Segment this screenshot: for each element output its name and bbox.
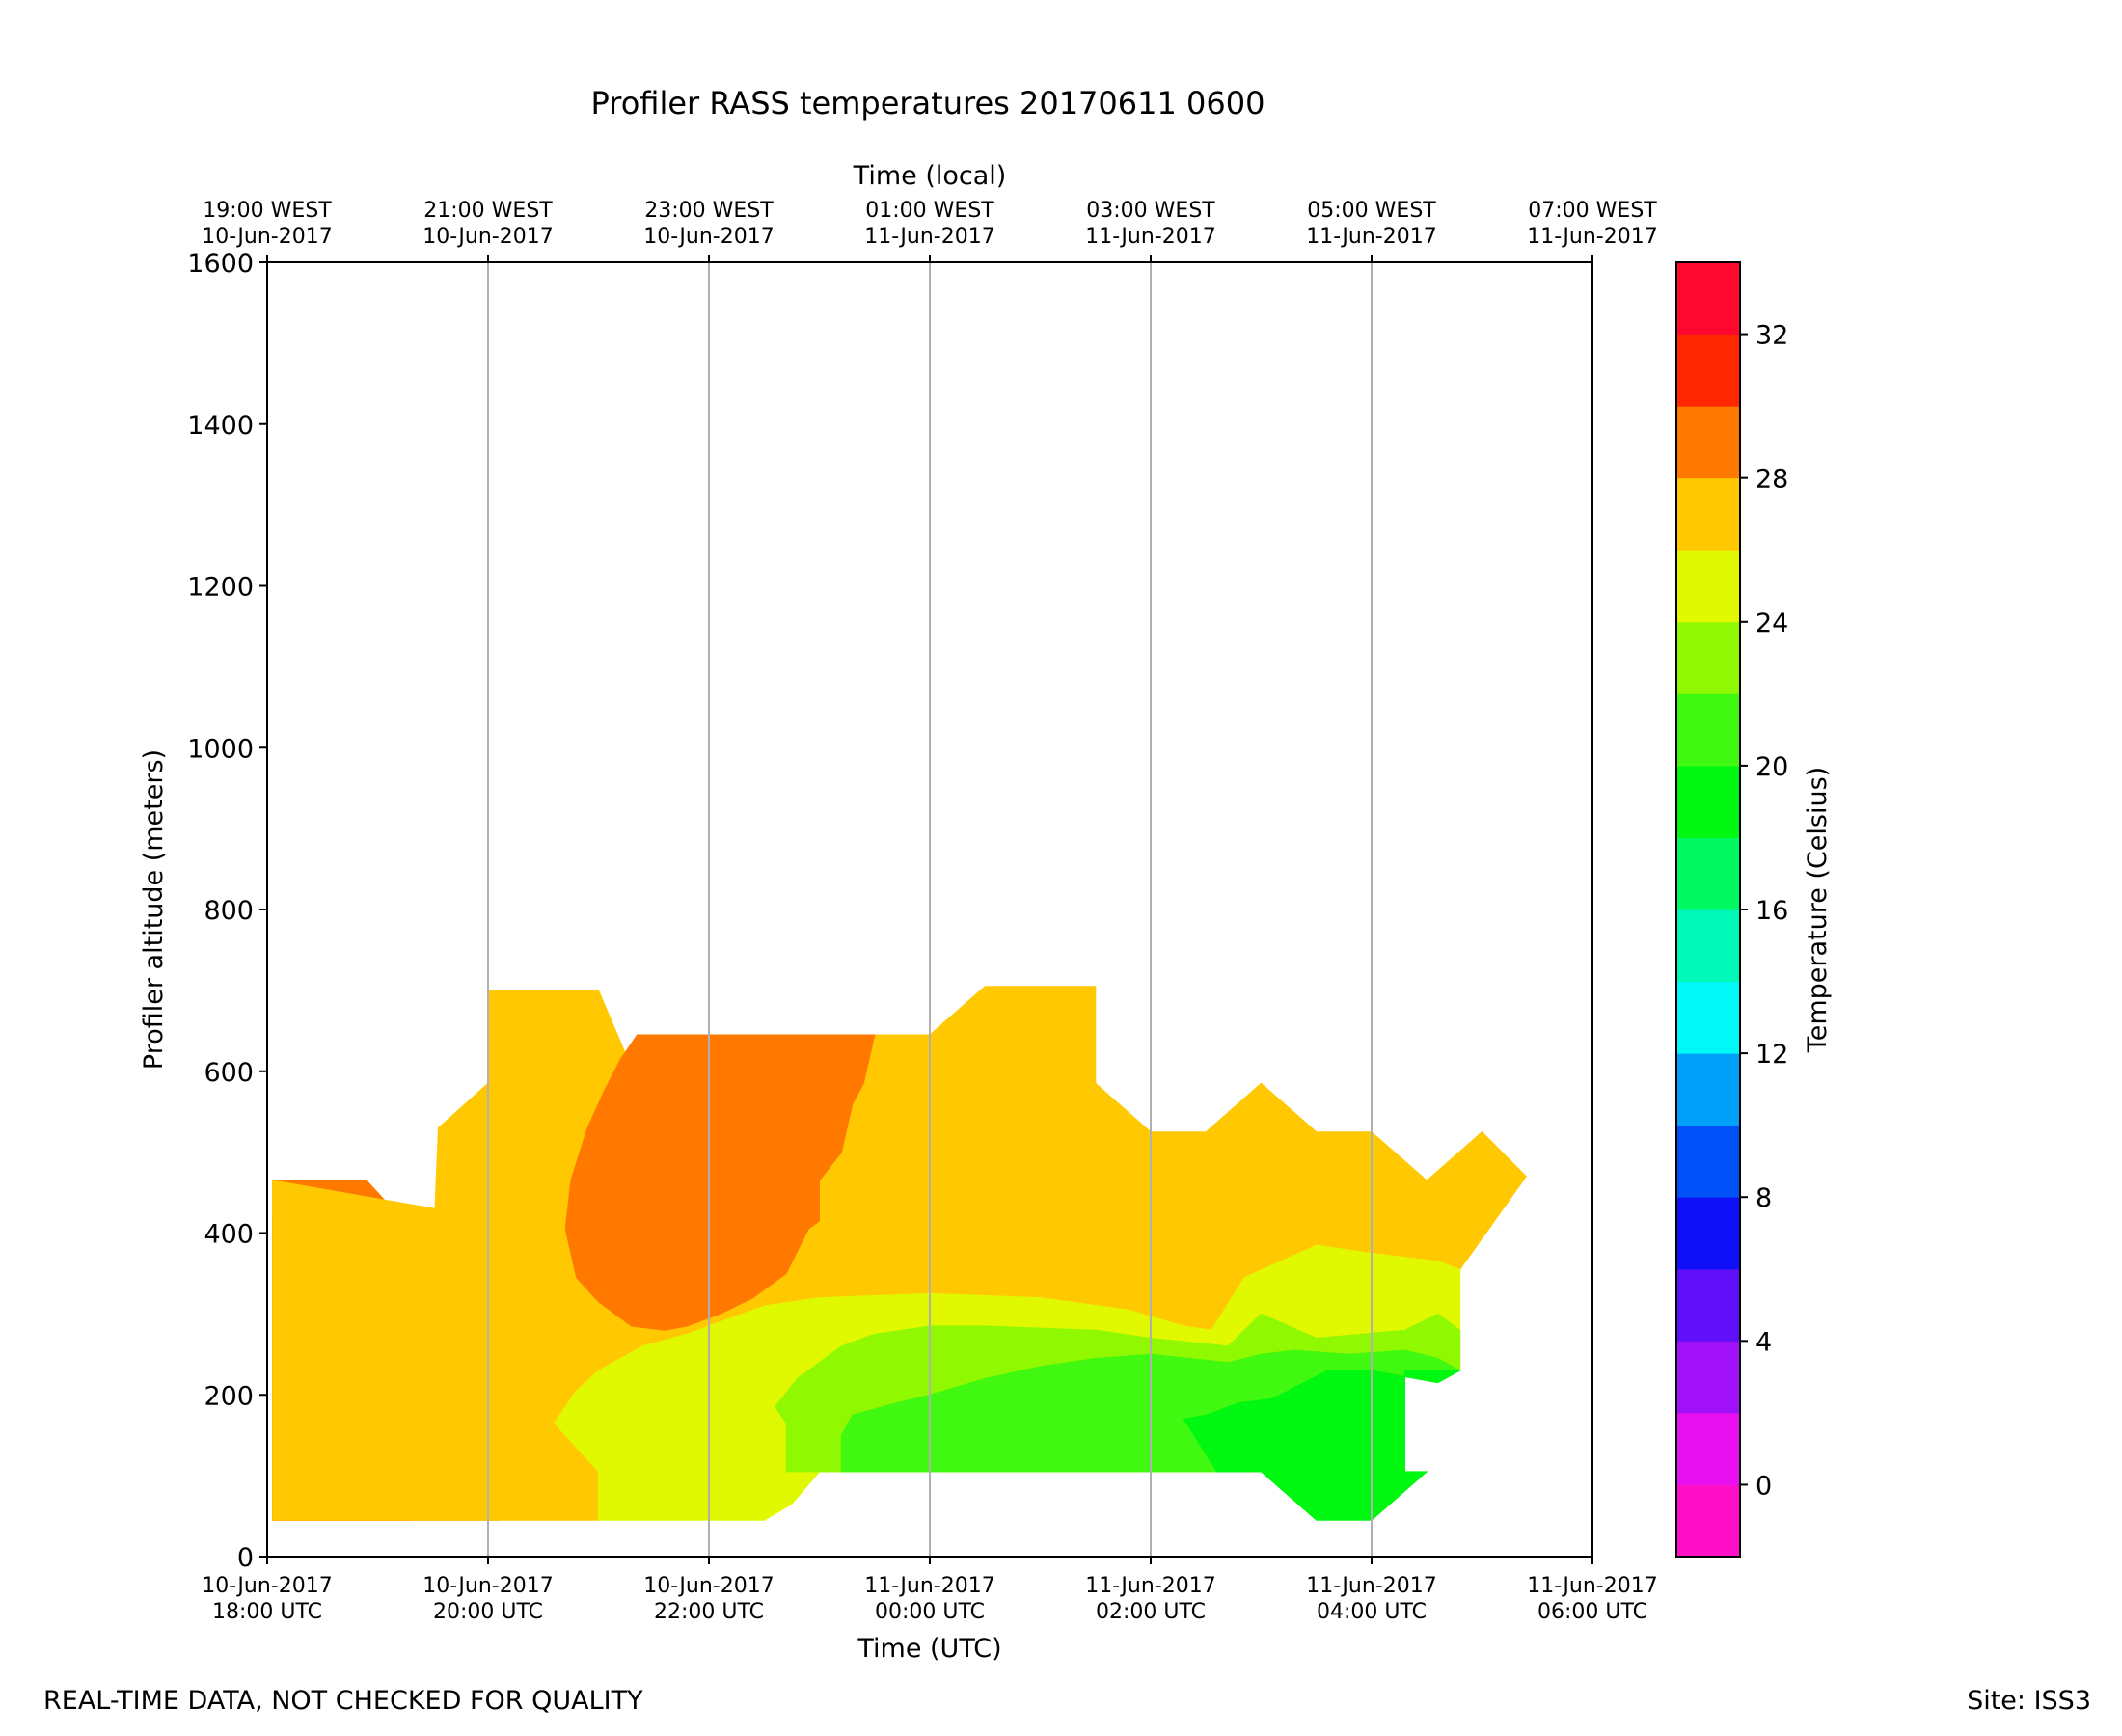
colorbar-segment xyxy=(1676,693,1740,767)
y-tick-label: 800 xyxy=(204,896,254,926)
x-tick-label-utc: 04:00 UTC xyxy=(1317,1600,1427,1624)
y-tick-label: 1600 xyxy=(187,249,254,279)
colorbar-segment xyxy=(1676,837,1740,910)
colorbar-segment xyxy=(1676,262,1740,336)
grid-lines xyxy=(487,262,1373,1557)
y-axis: 0 200 400 600 800 1000 1200 1400 1600 xyxy=(187,249,267,1573)
colorbar-segment xyxy=(1676,1125,1740,1198)
colorbar-segment xyxy=(1676,765,1740,838)
colorbar-segment xyxy=(1676,334,1740,407)
x-tick-label-utc: 02:00 UTC xyxy=(1096,1600,1206,1624)
colorbar-segment xyxy=(1676,909,1740,983)
y-tick-label: 1000 xyxy=(187,734,254,764)
quality-disclaimer: REAL-TIME DATA, NOT CHECKED FOR QUALITY xyxy=(43,1686,643,1716)
x-tick-label-utc: 06:00 UTC xyxy=(1537,1600,1647,1624)
site-label: Site: ISS3 xyxy=(1967,1686,2091,1716)
x-tick-label-utc: 22:00 UTC xyxy=(654,1600,764,1624)
x-axis-label: Time (UTC) xyxy=(857,1634,1001,1664)
x-tick-label-local: 10-Jun-2017 xyxy=(202,225,332,249)
x-tick-label-utc: 18:00 UTC xyxy=(212,1600,322,1624)
colorbar-tick-label: 20 xyxy=(1755,752,1788,782)
x-tick-label-utc: 10-Jun-2017 xyxy=(643,1574,774,1598)
y-tick-label: 1200 xyxy=(187,573,254,603)
colorbar-segment xyxy=(1676,1197,1740,1270)
y-tick-label: 1400 xyxy=(187,411,254,441)
colorbar-segment xyxy=(1676,1341,1740,1414)
x-tick-label-local: 03:00 WEST xyxy=(1086,199,1215,223)
y-tick-label: 400 xyxy=(204,1220,254,1250)
colorbar-label: Temperature (Celsius) xyxy=(1803,767,1833,1053)
x-tick-label-local: 19:00 WEST xyxy=(203,199,332,223)
colorbar-segment xyxy=(1676,1053,1740,1126)
x-tick-label-local: 01:00 WEST xyxy=(865,199,994,223)
colorbar-segment xyxy=(1676,621,1740,694)
colorbar-segment xyxy=(1676,1412,1740,1485)
colorbar-tick-label: 4 xyxy=(1755,1327,1772,1357)
colorbar-tick-label: 32 xyxy=(1755,321,1788,351)
y-tick-label: 600 xyxy=(204,1058,254,1088)
x-tick-label-local: 21:00 WEST xyxy=(423,199,553,223)
x-tick-label-local: 10-Jun-2017 xyxy=(643,225,774,249)
x-tick-label-utc: 00:00 UTC xyxy=(875,1600,985,1624)
y-axis-label: Profiler altitude (meters) xyxy=(139,749,169,1070)
colorbar-tick-label: 8 xyxy=(1755,1183,1772,1213)
temperature-region-7 xyxy=(1183,1370,1460,1521)
x-tick-label-utc: 11-Jun-2017 xyxy=(1085,1574,1215,1598)
x-tick-label-utc: 11-Jun-2017 xyxy=(1527,1574,1657,1598)
x-tick-label-utc: 10-Jun-2017 xyxy=(422,1574,553,1598)
chart-title: Profiler RASS temperatures 20170611 0600 xyxy=(591,85,1265,122)
temperature-region-3 xyxy=(564,1034,876,1331)
y-tick-label: 200 xyxy=(204,1381,254,1411)
colorbar-segment xyxy=(1676,1268,1740,1342)
colorbar-segment xyxy=(1676,981,1740,1054)
x-tick-label-utc: 11-Jun-2017 xyxy=(1306,1574,1436,1598)
contour-regions xyxy=(272,986,1527,1521)
colorbar-segment xyxy=(1676,550,1740,623)
colorbar: 0 4 8 12 16 20 24 28 32 xyxy=(1675,261,1788,1558)
colorbar-tick-label: 28 xyxy=(1755,465,1788,495)
x-tick-label-local: 11-Jun-2017 xyxy=(1306,225,1436,249)
colorbar-segment xyxy=(1676,406,1740,479)
x-tick-label-utc: 11-Jun-2017 xyxy=(864,1574,994,1598)
colorbar-segment xyxy=(1676,477,1740,551)
colorbar-tick-label: 16 xyxy=(1755,896,1788,926)
x-tick-label-local: 11-Jun-2017 xyxy=(864,225,994,249)
x-tick-label-local: 11-Jun-2017 xyxy=(1085,225,1215,249)
x2-axis-label: Time (local) xyxy=(853,161,1007,191)
colorbar-tick-label: 24 xyxy=(1755,609,1788,638)
x-tick-label-local: 07:00 WEST xyxy=(1528,199,1657,223)
colorbar-tick-label: 12 xyxy=(1755,1040,1788,1070)
x-tick-label-local: 05:00 WEST xyxy=(1307,199,1436,223)
x-tick-label-local: 10-Jun-2017 xyxy=(422,225,553,249)
x-tick-label-utc: 20:00 UTC xyxy=(433,1600,543,1624)
x-tick-label-local: 11-Jun-2017 xyxy=(1527,225,1657,249)
y-tick-label: 0 xyxy=(237,1543,254,1573)
colorbar-segment xyxy=(1676,1484,1740,1558)
x-tick-label-local: 23:00 WEST xyxy=(644,199,774,223)
x-tick-label-utc: 10-Jun-2017 xyxy=(202,1574,332,1598)
colorbar-tick-label: 0 xyxy=(1755,1471,1772,1501)
